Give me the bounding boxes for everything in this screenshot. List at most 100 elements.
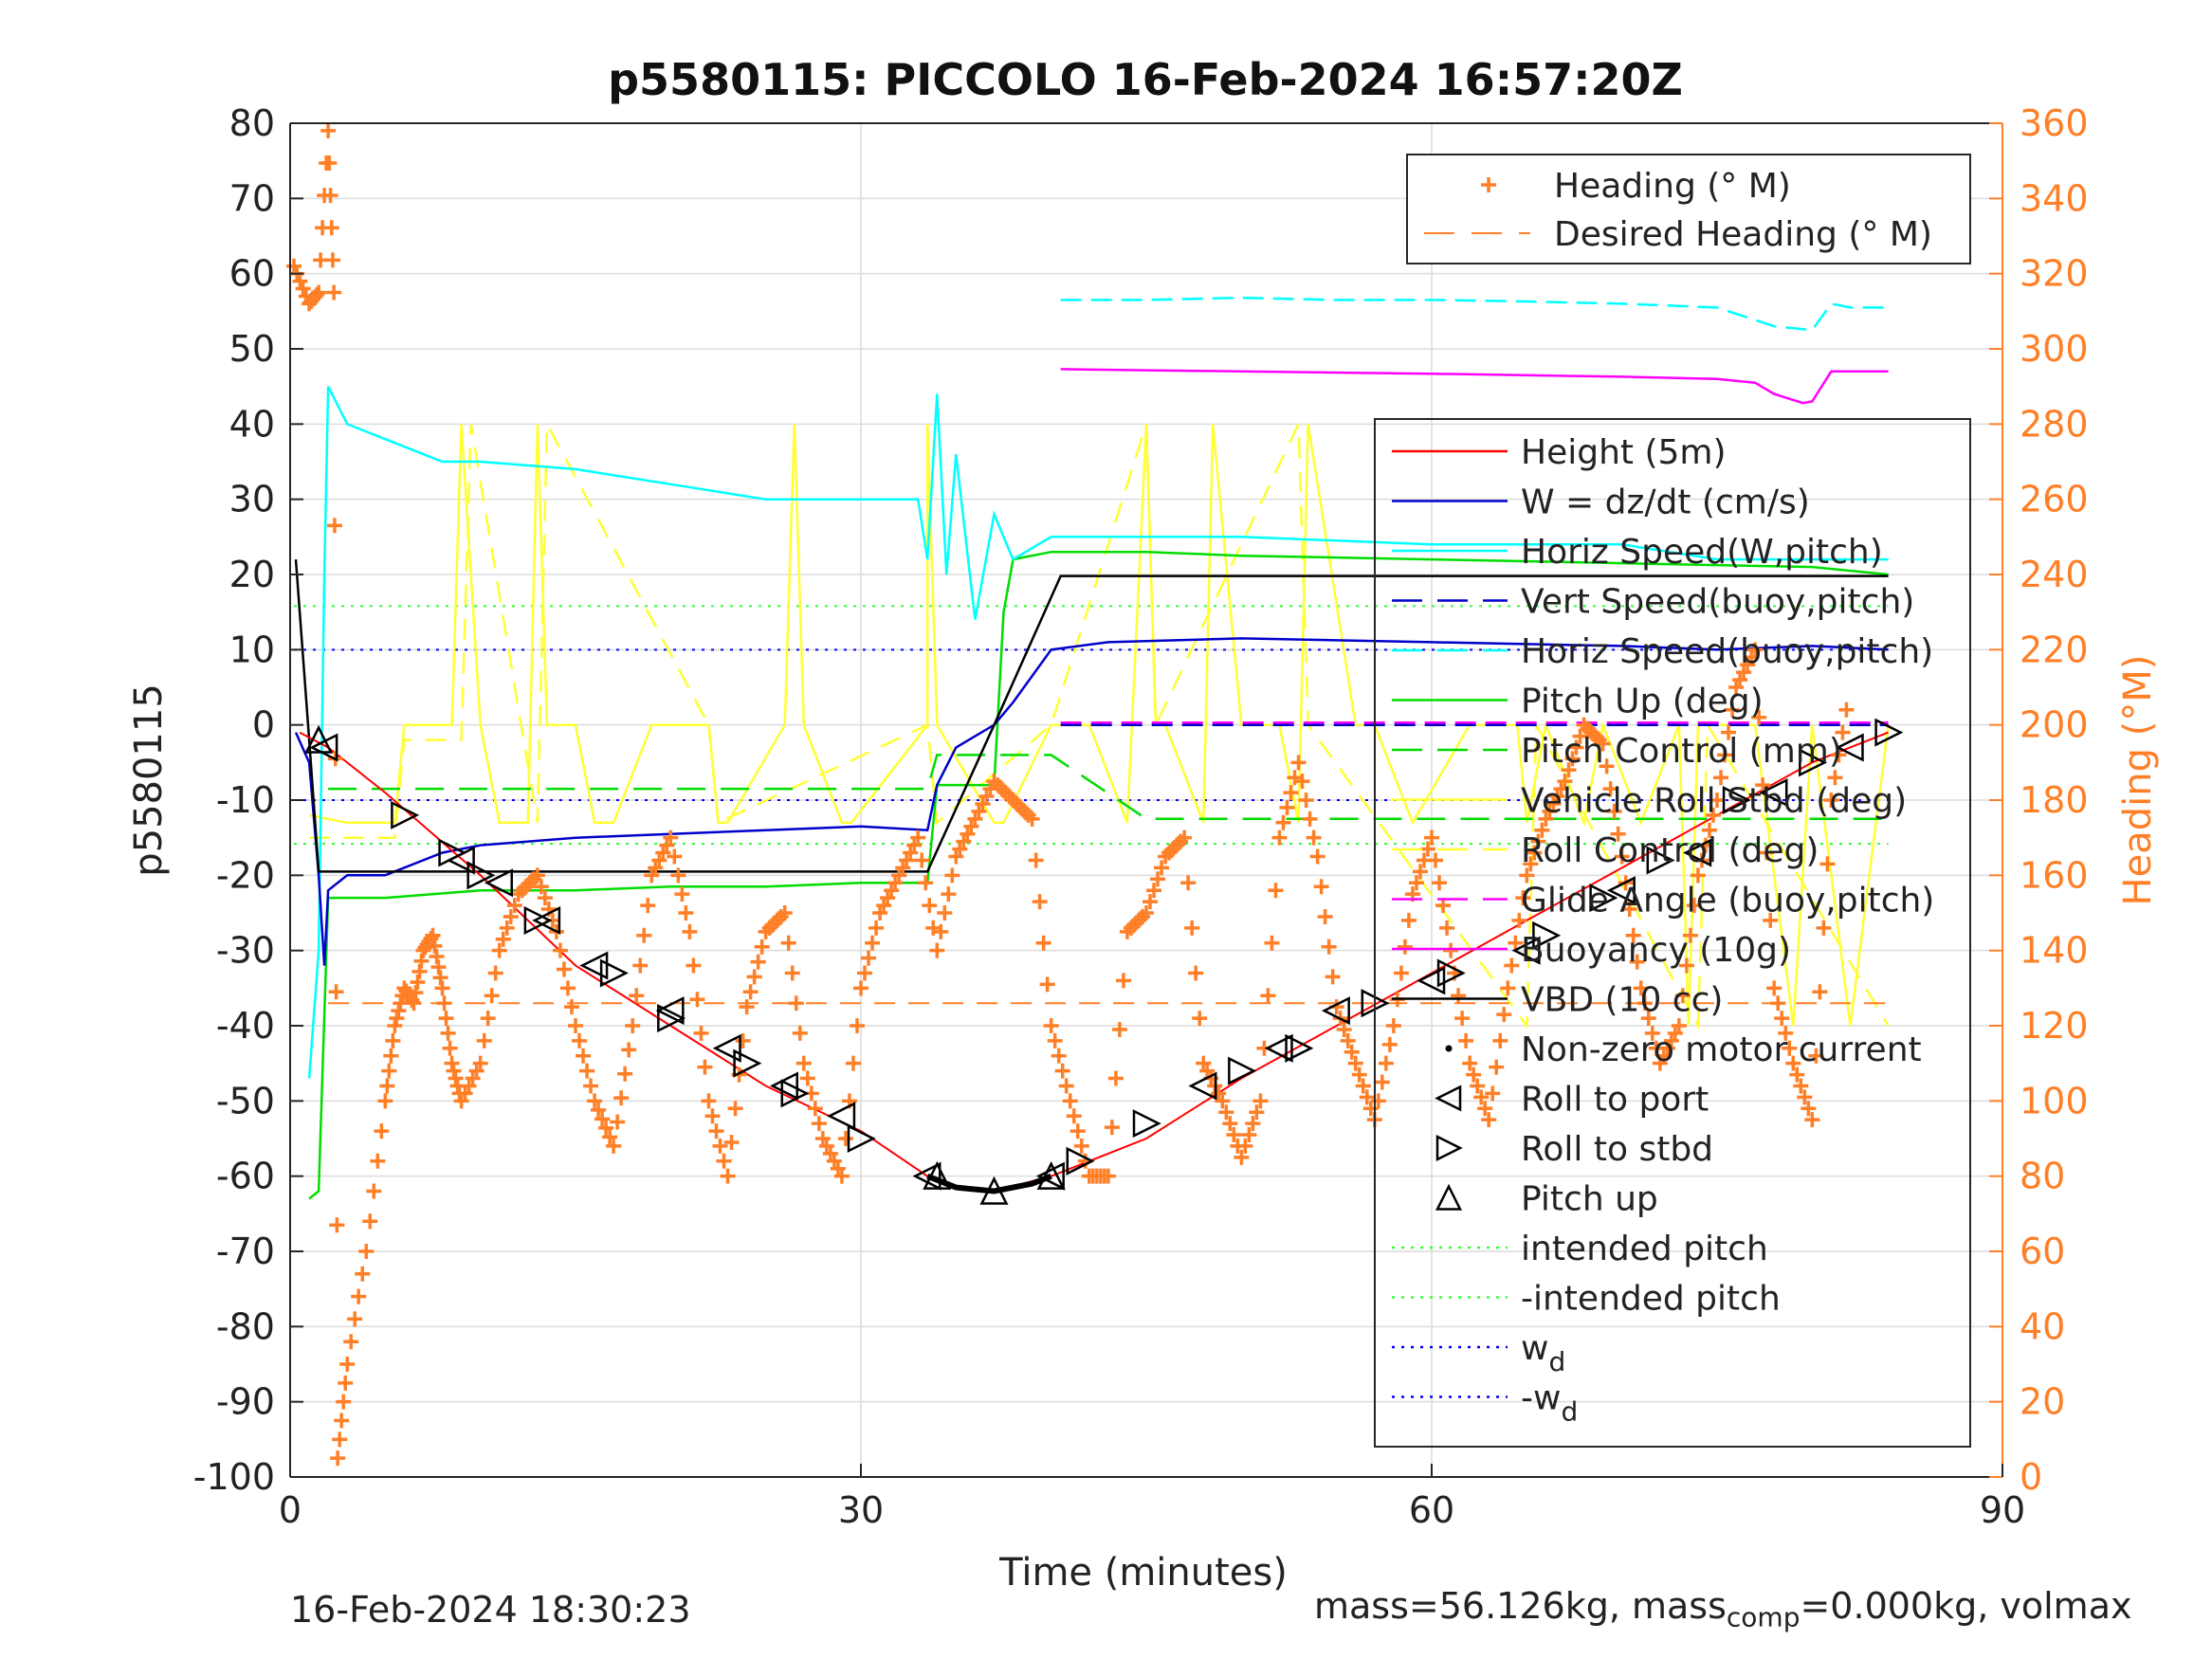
heading-marker [286, 258, 302, 274]
heading-marker [1793, 1078, 1809, 1094]
y2-tick-label: 240 [2020, 554, 2089, 595]
heading-marker [1606, 803, 1622, 819]
heading-marker [1260, 988, 1276, 1004]
heading-marker [385, 1032, 401, 1048]
y2-tick-label: 0 [2020, 1456, 2042, 1498]
heading-marker [1222, 1116, 1238, 1132]
roll-port-marker [1511, 936, 1541, 965]
heading-marker [324, 252, 340, 268]
heading-marker [1557, 774, 1573, 790]
heading-marker [487, 965, 503, 981]
heading-marker [1432, 875, 1448, 891]
heading-marker [499, 920, 515, 936]
heading-marker [1218, 1104, 1234, 1121]
y2-tick-label: 220 [2020, 629, 2089, 670]
heading-marker [1763, 912, 1779, 928]
heading-marker [1766, 980, 1782, 996]
heading-marker [587, 1093, 603, 1109]
heading-marker [918, 875, 934, 891]
legend-symbol-marker [1435, 1183, 1463, 1211]
heading-marker [606, 1138, 622, 1154]
heading-marker [1636, 995, 1653, 1012]
roll-port-marker [1835, 733, 1864, 762]
roll-stbd-marker [438, 838, 467, 867]
heading-marker [1458, 1032, 1474, 1048]
heading-marker [1424, 830, 1439, 846]
heading-marker [1058, 1078, 1074, 1094]
y-tick-label: 0 [252, 704, 275, 746]
heading-marker [678, 905, 694, 921]
roll-stbd-marker [1722, 785, 1751, 815]
roll-stbd-marker [391, 800, 420, 830]
roll-port-marker [655, 996, 685, 1026]
heading-marker [754, 939, 770, 955]
legend-label: Vert Speed(buoy,pitch) [1521, 583, 1914, 622]
heading-marker [1378, 1055, 1394, 1071]
y-tick-label: -40 [216, 1005, 275, 1047]
legend-label: Non-zero motor current [1521, 1030, 1922, 1069]
roll-port-marker [1683, 838, 1712, 867]
roll-stbd-marker [1436, 958, 1466, 988]
legend-label: Roll to port [1521, 1081, 1709, 1120]
heading-marker [663, 830, 679, 846]
axes: -100-90-80-70-60-50-40-30-20-10010203040… [193, 102, 2089, 1531]
heading-marker [1344, 1044, 1360, 1060]
heading-marker [1047, 1032, 1063, 1048]
heading-marker [1370, 1093, 1386, 1109]
heading-marker [598, 1120, 614, 1136]
heading-marker [1325, 969, 1341, 985]
heading-marker [708, 1123, 724, 1139]
heading-marker [326, 518, 342, 534]
heading-marker [334, 1413, 350, 1429]
heading-marker [1686, 898, 1702, 914]
heading-marker [1252, 1093, 1269, 1109]
heading-marker [1028, 852, 1044, 868]
roll-stbd-marker [847, 1123, 876, 1154]
heading-marker [374, 1123, 390, 1139]
series-pitch-up [308, 550, 1889, 1200]
legend-label-sub: d [1548, 1346, 1565, 1377]
heading-marker [1290, 755, 1307, 771]
heading-marker [1340, 1032, 1356, 1048]
heading-marker [1298, 793, 1314, 808]
heading-marker [379, 1078, 395, 1094]
heading-marker [1644, 1025, 1660, 1041]
roll-port-marker [827, 1102, 856, 1131]
heading-marker [929, 942, 945, 958]
heading-marker [1674, 988, 1691, 1004]
heading-marker [1629, 954, 1645, 970]
heading-marker [1111, 1021, 1127, 1037]
heading-marker [845, 1055, 861, 1071]
legend-label: wd [1521, 1329, 1565, 1377]
heading-marker [1492, 1032, 1508, 1048]
footer-timestamp: 16-Feb-2024 18:30:23 [290, 1589, 691, 1631]
series-roll-control [309, 419, 1890, 1030]
x-tick-label: 0 [279, 1489, 302, 1531]
y-tick-label: -60 [216, 1156, 275, 1197]
heading-marker [440, 1025, 456, 1041]
y-tick-label: -10 [216, 779, 275, 821]
heading-marker [1336, 1021, 1352, 1037]
roll-port-marker [1035, 1161, 1065, 1191]
heading-marker [1143, 894, 1159, 910]
heading-marker [1451, 988, 1467, 1004]
heading-marker [495, 931, 511, 947]
heading-marker [1838, 702, 1855, 718]
legend-symbol-dot [1445, 1045, 1453, 1052]
heading-marker [1614, 848, 1630, 865]
heading-marker [432, 970, 448, 986]
pitch-up-marker [923, 1160, 952, 1190]
heading-marker [944, 867, 960, 884]
heading-marker [1473, 1089, 1490, 1105]
heading-marker [506, 898, 522, 914]
heading-marker [568, 1018, 583, 1033]
heading-marker [1701, 822, 1717, 838]
heading-marker [377, 1093, 393, 1109]
heading-marker [925, 920, 941, 936]
heading-marker [636, 927, 652, 943]
heading-marker [1115, 973, 1131, 989]
roll-stbd-marker [780, 1079, 810, 1108]
heading-marker [1625, 927, 1641, 943]
heading-marker [1188, 965, 1204, 981]
heading-marker [1226, 1127, 1242, 1143]
